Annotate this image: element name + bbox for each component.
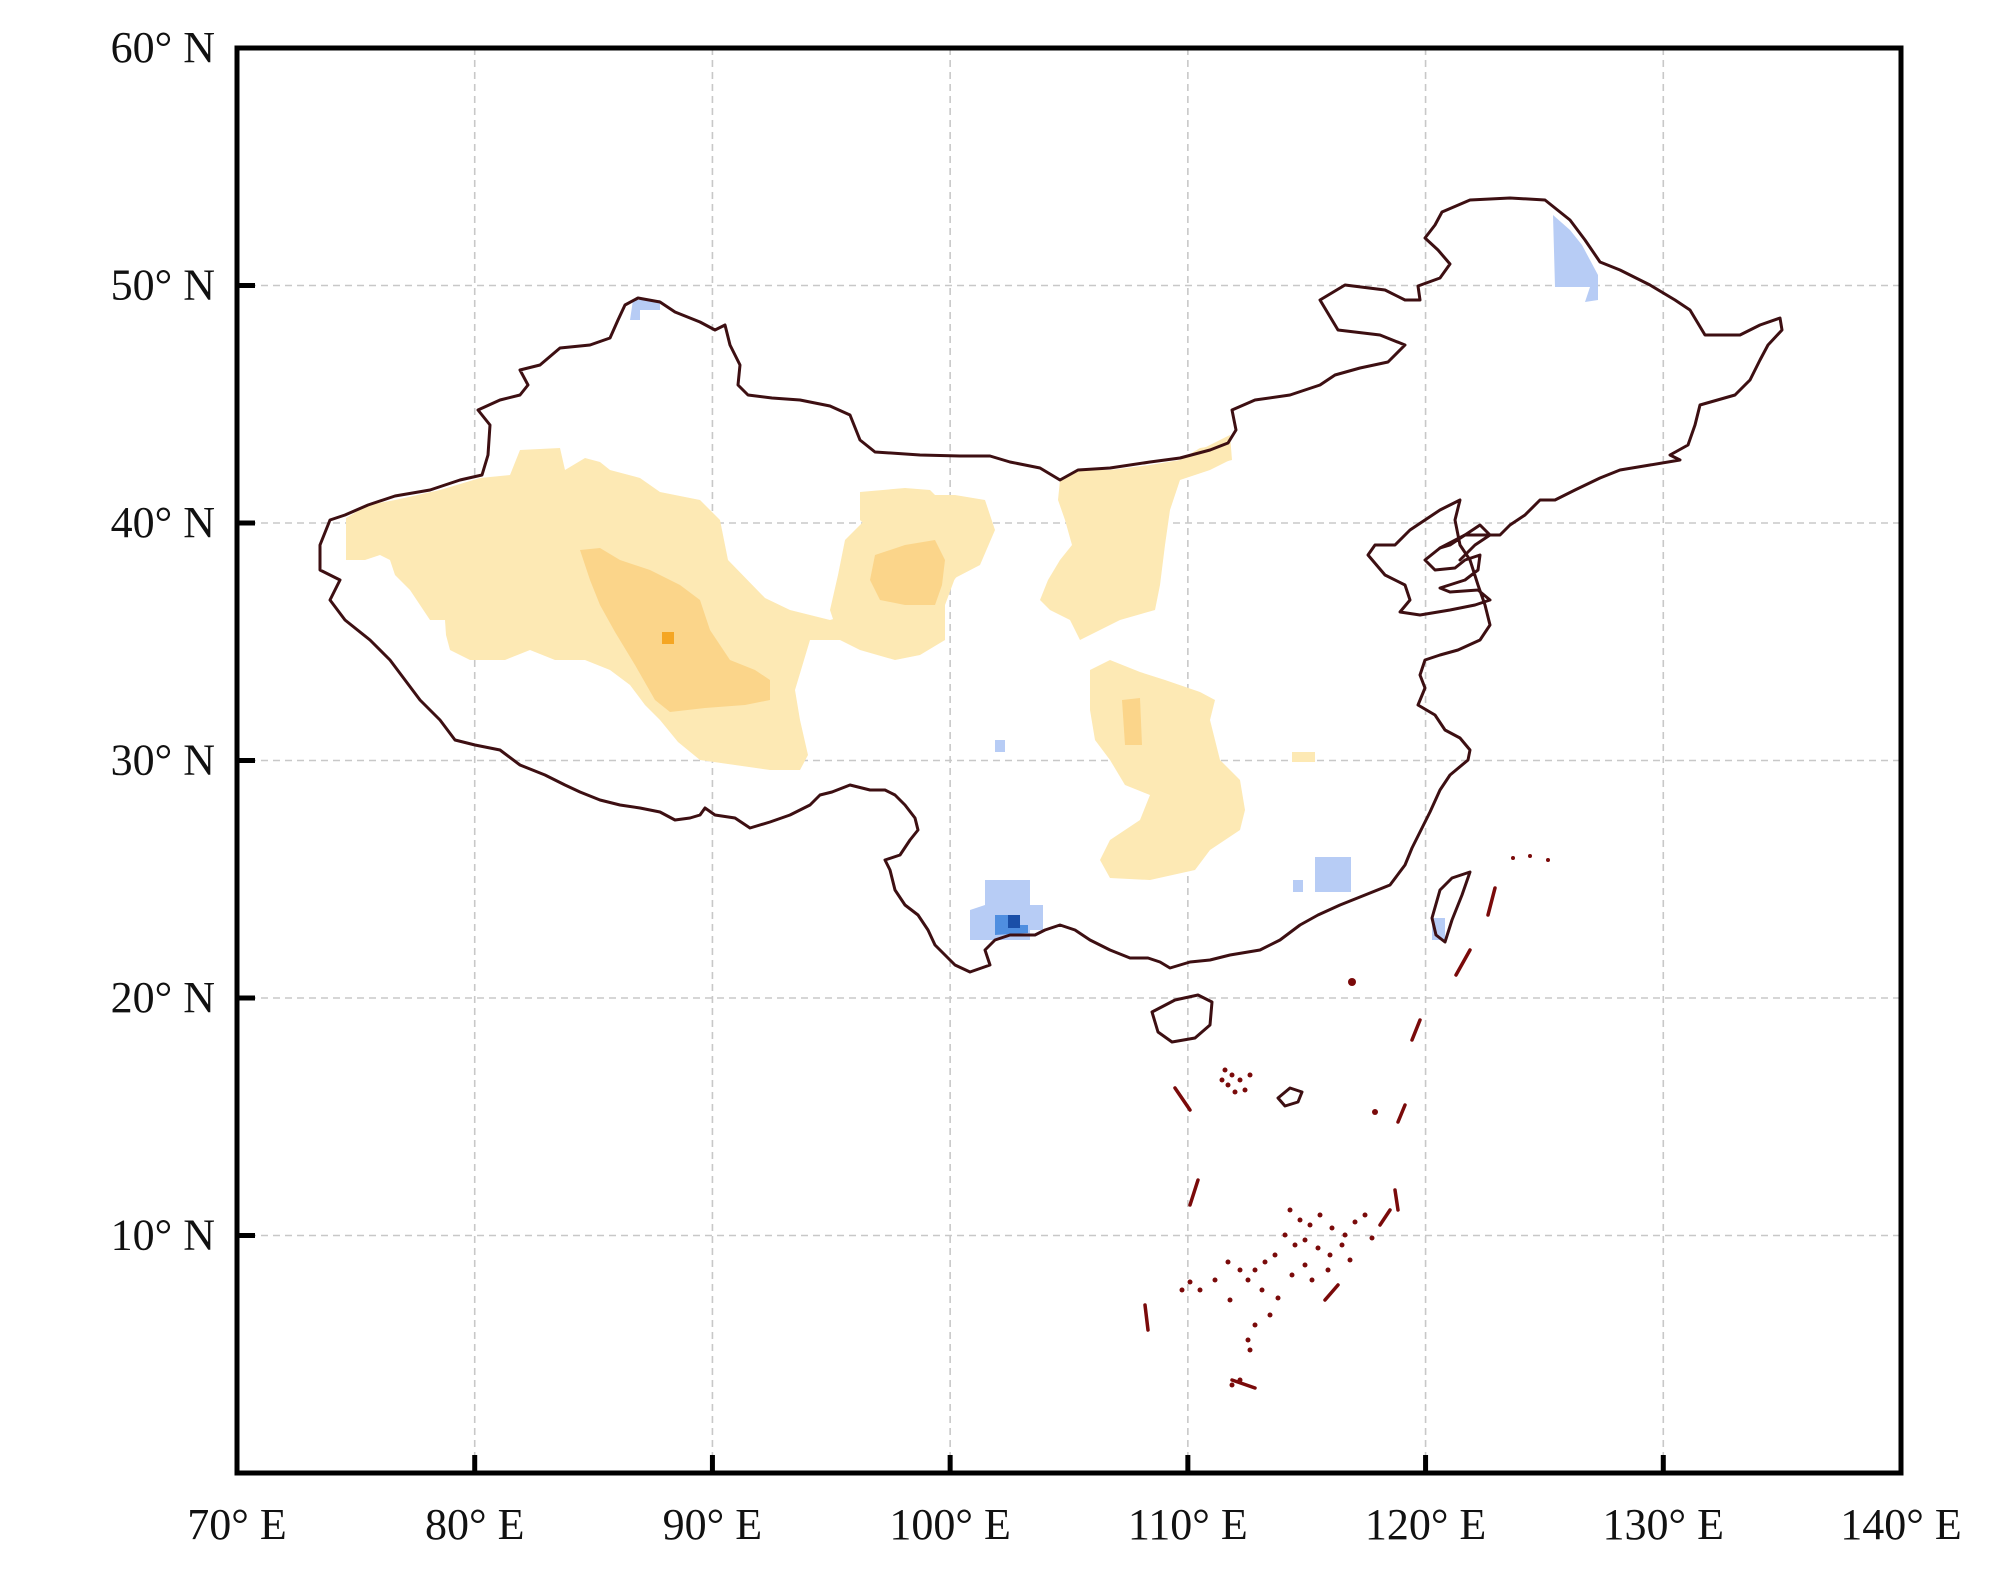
nansha-islands [1179, 1207, 1375, 1388]
y-tick-label: 30° N [111, 736, 215, 785]
shading-strong-point [662, 632, 674, 644]
y-tick-label: 40° N [111, 498, 215, 547]
x-tick-label: 90° E [663, 1500, 762, 1549]
nine-dash-3 [1143, 1303, 1150, 1332]
shading-north-edge [1190, 435, 1232, 468]
shading-guangdong-blue [1293, 857, 1351, 892]
nine-dash-5 [1323, 1283, 1340, 1302]
nine-dash-10 [1486, 886, 1497, 917]
shading-altai-blue [630, 300, 660, 320]
shading-northeast-blue [1553, 215, 1598, 302]
y-tick-label: 10° N [111, 1211, 215, 1260]
x-tick-label: 70° E [187, 1500, 286, 1549]
nine-dash-4 [1230, 1378, 1257, 1390]
anomaly-shading [346, 215, 1598, 940]
huangyan-reef [1276, 1086, 1304, 1108]
shading-sichuan-light [1090, 660, 1245, 880]
hainan-outline [1150, 993, 1214, 1044]
y-tick-label: 20° N [111, 973, 215, 1022]
axis-ticks [237, 283, 1666, 1473]
shading-sichuan-mid [1122, 698, 1142, 745]
y-tick-label: 50° N [111, 261, 215, 310]
x-axis-labels: 70° E 80° E 90° E 100° E 110° E 120° E 130° E 1… [187, 1500, 1961, 1549]
taiwan-outline [1430, 870, 1472, 944]
x-tick-label: 120° E [1365, 1500, 1486, 1549]
shading-small-east [1292, 752, 1315, 762]
other-islets [1348, 854, 1550, 1115]
nine-dash-8 [1410, 1018, 1422, 1042]
x-tick-label: 80° E [425, 1500, 524, 1549]
bohai-coast [1438, 523, 1492, 562]
shading-tarim-mid [580, 548, 770, 712]
shading-small-blue [995, 740, 1005, 752]
south-china-sea-inset [1143, 854, 1550, 1390]
country-border [318, 196, 1784, 1044]
nine-dash-1 [1173, 1086, 1192, 1112]
xisha-islands [1219, 1067, 1253, 1095]
x-tick-label: 110° E [1128, 1500, 1248, 1549]
nine-dash-11 [1378, 1208, 1392, 1227]
nine-dash-7 [1396, 1103, 1407, 1124]
x-tick-label: 100° E [889, 1500, 1010, 1549]
shading-qaidam-mid [870, 540, 945, 605]
y-tick-label: 60° N [111, 23, 215, 72]
mainland-border [318, 196, 1784, 974]
shading-ordos-light [1040, 440, 1230, 640]
gridlines [237, 48, 1901, 1473]
nine-dash-9 [1454, 948, 1472, 977]
y-axis-labels: 60° N 50° N 40° N 30° N 20° N 10° N [111, 23, 215, 1260]
x-tick-label: 140° E [1840, 1500, 1961, 1549]
x-tick-label: 130° E [1603, 1500, 1724, 1549]
shading-yunnan-strong [1008, 915, 1020, 928]
nine-dash-2 [1188, 1178, 1200, 1207]
nine-dash-6 [1393, 1188, 1400, 1212]
